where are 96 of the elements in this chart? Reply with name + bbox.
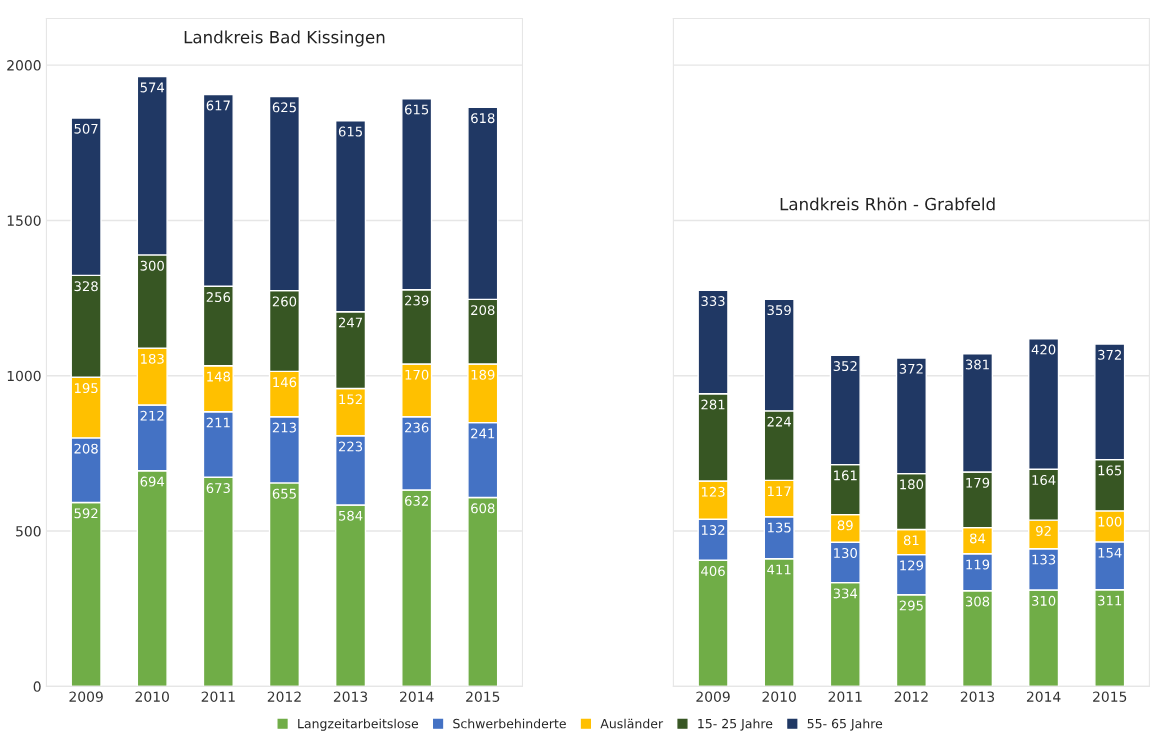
data-label: 310 [1032, 595, 1056, 606]
data-label: 333 [701, 296, 725, 307]
data-label: 92 [1036, 525, 1051, 536]
data-label: 164 [1032, 475, 1056, 486]
data-label: 179 [966, 477, 990, 488]
y-tick-label: 2000 [7, 60, 41, 71]
data-label: 152 [339, 394, 362, 405]
data-label: 239 [405, 295, 429, 306]
data-label: 406 [701, 566, 725, 577]
legend-label: 15- 25 Jahre [698, 718, 773, 731]
data-label: 308 [965, 596, 990, 607]
data-label: 592 [74, 508, 98, 519]
x-tick-label: 2011 [201, 691, 235, 702]
data-label: 608 [471, 503, 495, 514]
text: Landkreis Bad Kissingen [184, 30, 385, 47]
data-label: 420 [1031, 344, 1056, 355]
x-tick-label: 2013 [960, 691, 995, 702]
data-label: 180 [900, 479, 924, 490]
data-label: 213 [272, 422, 296, 433]
x-tick-label: 2012 [267, 691, 301, 702]
data-label: 148 [207, 371, 231, 382]
data-label: 673 [206, 483, 230, 494]
data-label: 146 [273, 377, 297, 388]
data-label: 133 [1032, 554, 1056, 565]
data-label: 89 [837, 520, 853, 531]
text: Landkreis Rhön - Grabfeld [780, 197, 995, 211]
x-tick-label: 2010 [762, 691, 796, 702]
legend-label: Langzeitarbeitslose [298, 718, 419, 731]
data-label: 632 [405, 495, 428, 506]
y-tick-label: 1000 [7, 370, 41, 382]
legend-label: Ausländer [600, 718, 664, 729]
data-label: 359 [767, 305, 791, 316]
data-label: 100 [1098, 516, 1122, 527]
data-label: 300 [140, 260, 164, 271]
x-tick-label: 2009 [696, 691, 730, 702]
data-label: 135 [768, 522, 791, 533]
data-label: 256 [206, 292, 231, 303]
data-label: 170 [405, 369, 429, 380]
x-tick-label: 2009 [69, 691, 103, 702]
x-tick-label: 2015 [466, 691, 500, 702]
data-label: 208 [74, 443, 98, 454]
data-label: 119 [966, 559, 990, 570]
data-label: 224 [767, 416, 792, 427]
data-label: 655 [272, 488, 296, 499]
y-tick-label: 1500 [7, 215, 41, 226]
data-label: 372 [899, 363, 923, 374]
data-label: 183 [141, 353, 164, 364]
data-label: 334 [833, 588, 858, 599]
data-label: 208 [471, 305, 495, 316]
data-label: 507 [74, 123, 98, 134]
data-label: 625 [272, 102, 296, 113]
legend-label: Schwerbehinderte [453, 718, 566, 729]
data-label: 281 [701, 399, 725, 410]
legend-label: 55- 65 Jahre [807, 718, 883, 731]
data-label: 84 [970, 533, 986, 544]
data-label: 617 [206, 100, 230, 111]
x-tick-label: 2010 [135, 691, 169, 702]
data-label: 161 [834, 470, 857, 481]
data-label: 132 [701, 525, 725, 536]
data-label: 117 [768, 486, 791, 496]
data-label: 211 [206, 417, 230, 428]
data-label: 165 [1098, 465, 1122, 476]
y-tick-label: 500 [16, 526, 41, 537]
data-label: 615 [338, 126, 362, 137]
y-tick-label: 0 [33, 681, 41, 692]
data-label: 236 [405, 422, 429, 433]
data-label: 81 [903, 535, 919, 546]
x-tick-label: 2014 [400, 691, 434, 702]
data-label: 372 [1098, 349, 1121, 360]
data-label: 618 [471, 113, 495, 124]
data-label: 130 [834, 548, 857, 558]
data-label: 574 [140, 82, 165, 93]
data-label: 381 [965, 359, 989, 370]
data-label: 694 [140, 476, 165, 487]
x-tick-label: 2012 [894, 691, 928, 702]
data-label: 295 [899, 600, 923, 611]
data-label: 247 [338, 317, 363, 328]
data-label: 311 [1098, 595, 1122, 606]
data-label: 584 [338, 510, 363, 521]
data-label: 411 [767, 564, 791, 575]
data-label: 260 [272, 296, 297, 307]
data-label: 189 [471, 369, 495, 380]
x-tick-label: 2014 [1026, 691, 1061, 702]
data-label: 352 [833, 361, 857, 372]
data-label: 615 [405, 104, 429, 115]
data-label: 123 [701, 486, 725, 497]
data-label: 195 [74, 383, 98, 394]
data-label: 241 [471, 428, 495, 439]
x-tick-label: 2015 [1093, 691, 1127, 702]
x-tick-label: 2011 [828, 691, 862, 702]
x-tick-label: 2013 [333, 691, 368, 702]
data-label: 328 [74, 281, 98, 292]
data-label: 212 [140, 410, 164, 421]
data-label: 154 [1098, 547, 1122, 558]
data-label: 129 [900, 560, 924, 571]
data-label: 223 [338, 441, 363, 452]
